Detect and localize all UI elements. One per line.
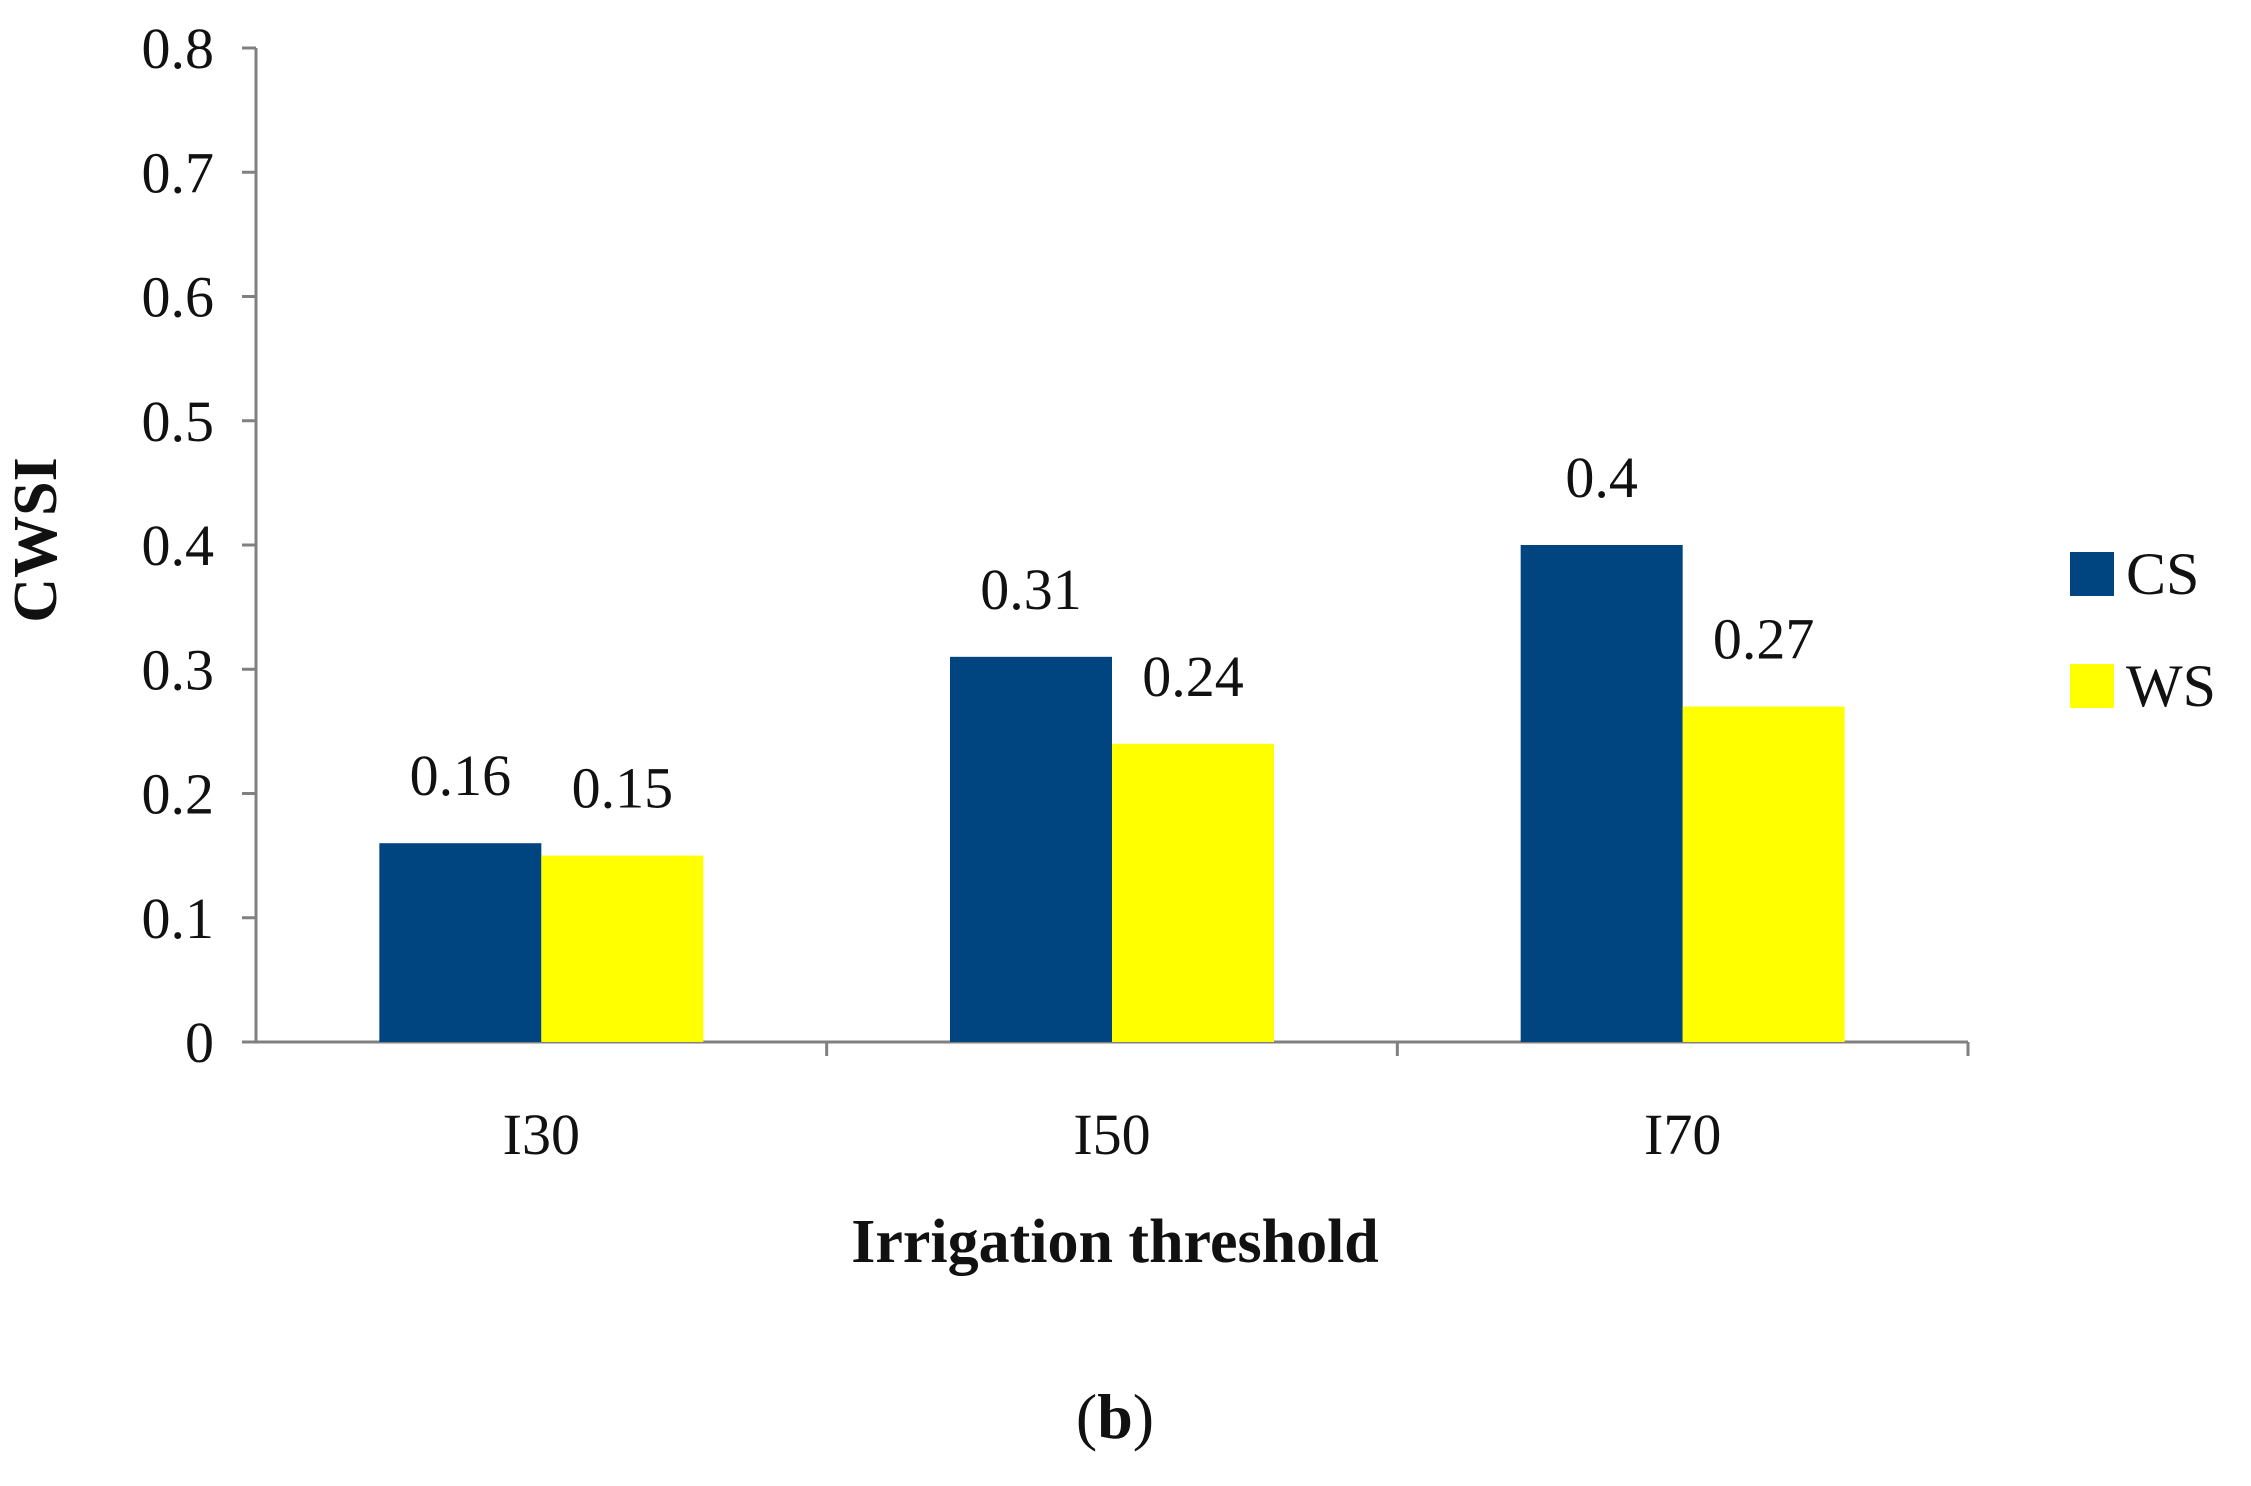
- y-tick-label: 0.5: [142, 389, 215, 454]
- x-category-label: I50: [1073, 1102, 1150, 1167]
- bar-cs-i50: [950, 656, 1112, 1042]
- y-tick-label: 0.4: [142, 513, 215, 578]
- y-tick-label: 0.1: [142, 886, 215, 951]
- caption-close-paren: ): [1133, 1381, 1154, 1452]
- y-tick-label: 0.7: [142, 140, 215, 205]
- bar-cs-i30: [379, 843, 542, 1042]
- data-label-cs-i30: 0.16: [410, 743, 512, 808]
- x-axis-title: Irrigation threshold: [851, 1208, 1379, 1276]
- figure-caption: (b): [1076, 1381, 1154, 1452]
- bar-cs-i70: [1520, 545, 1683, 1042]
- bar-ws-i30: [541, 855, 704, 1042]
- data-label-ws-i30: 0.15: [572, 756, 674, 821]
- y-tick-label: 0.2: [142, 762, 215, 827]
- legend-swatch-cs: [2070, 552, 2114, 596]
- legend-label-ws: WS: [2126, 653, 2216, 719]
- legend: CS WS: [2070, 541, 2216, 719]
- legend-label-cs: CS: [2126, 541, 2199, 607]
- data-label-ws-i50: 0.24: [1142, 644, 1244, 709]
- caption-letter: b: [1097, 1381, 1133, 1452]
- caption-open-paren: (: [1076, 1381, 1097, 1452]
- legend-swatch-ws: [2070, 664, 2114, 708]
- data-label-cs-i70: 0.4: [1565, 445, 1638, 510]
- y-tick-label: 0.8: [142, 16, 215, 81]
- y-axis-title: CWSI: [2, 457, 70, 622]
- bar-ws-i50: [1112, 743, 1274, 1042]
- bar-ws-i70: [1682, 706, 1845, 1042]
- data-label-cs-i50: 0.31: [980, 557, 1082, 622]
- y-tick-label: 0.3: [142, 637, 215, 702]
- plot-area: 0 0.1 0.2 0.3 0.4 0.5 0.6 0.7 0.8 0.16 0.15 I30 0.31…: [142, 16, 1970, 1167]
- data-label-ws-i70: 0.27: [1713, 607, 1815, 672]
- x-category-label: I70: [1644, 1102, 1721, 1167]
- x-category-label: I30: [503, 1102, 580, 1167]
- y-tick-label: 0.6: [142, 265, 215, 330]
- y-tick-label: 0: [185, 1010, 214, 1075]
